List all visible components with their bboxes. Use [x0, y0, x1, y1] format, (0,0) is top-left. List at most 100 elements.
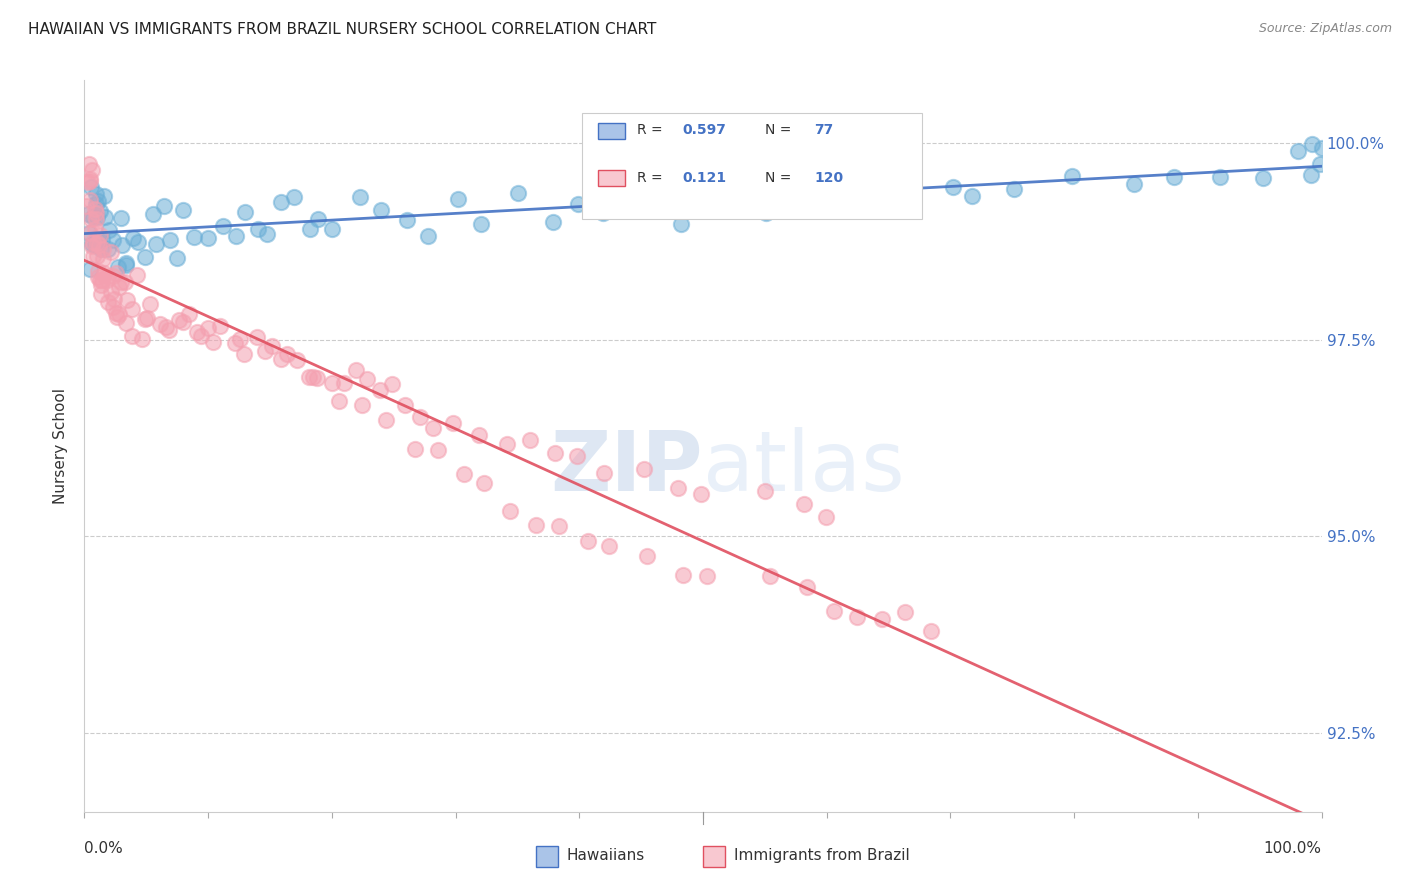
Point: [307, 371, 329, 385]
Point: [1002, 182, 1025, 196]
Point: [333, 376, 356, 391]
Point: [270, 195, 292, 210]
Point: [76, 207, 98, 221]
Point: [142, 207, 165, 221]
Point: [115, 293, 138, 308]
Point: [79, 262, 101, 277]
Point: [84, 211, 107, 226]
Point: [82, 211, 104, 225]
Point: [90, 243, 112, 257]
Point: [942, 180, 965, 194]
Point: [672, 567, 695, 582]
Bar: [536, 847, 558, 867]
Point: [496, 437, 519, 451]
Point: [197, 230, 219, 244]
Point: [224, 335, 246, 350]
Point: [87, 233, 110, 247]
Point: [636, 549, 658, 563]
Point: [823, 604, 845, 618]
Point: [79, 193, 101, 207]
Text: R =: R =: [637, 170, 672, 185]
Point: [80, 211, 103, 226]
Point: [879, 201, 901, 215]
Point: [592, 206, 614, 220]
Point: [111, 238, 134, 252]
Point: [121, 301, 143, 316]
Point: [97, 268, 120, 283]
Point: [197, 320, 219, 334]
Point: [127, 235, 149, 249]
Point: [114, 275, 136, 289]
Point: [107, 260, 129, 275]
Point: [796, 580, 818, 594]
Point: [283, 189, 305, 203]
Point: [208, 318, 231, 333]
Point: [1208, 170, 1230, 185]
Point: [870, 612, 893, 626]
Point: [121, 231, 143, 245]
Point: [1301, 137, 1323, 152]
Point: [101, 300, 124, 314]
Point: [468, 427, 491, 442]
Point: [103, 292, 125, 306]
Point: [114, 258, 136, 272]
Point: [394, 398, 416, 412]
Point: [470, 218, 492, 232]
Point: [920, 624, 942, 638]
Point: [349, 189, 371, 203]
Point: [108, 307, 131, 321]
Point: [328, 394, 350, 409]
Point: [368, 383, 391, 397]
Point: [105, 310, 128, 325]
Point: [666, 481, 689, 495]
Text: N =: N =: [765, 170, 792, 185]
Point: [77, 157, 100, 171]
Point: [416, 229, 439, 244]
Point: [80, 179, 103, 194]
Text: Hawaiians: Hawaiians: [567, 848, 645, 863]
Point: [254, 343, 277, 358]
Point: [149, 317, 172, 331]
Point: [1163, 169, 1185, 184]
Point: [155, 320, 177, 334]
Point: [893, 606, 915, 620]
Point: [285, 353, 308, 368]
Point: [90, 286, 112, 301]
Point: [135, 311, 157, 326]
Point: [134, 312, 156, 326]
Point: [441, 416, 464, 430]
Point: [1062, 169, 1084, 183]
Point: [159, 233, 181, 247]
Point: [139, 296, 162, 310]
Point: [543, 215, 565, 229]
Point: [101, 233, 124, 247]
Bar: [598, 170, 626, 186]
Point: [307, 211, 329, 226]
Bar: [703, 847, 725, 867]
Point: [270, 352, 292, 367]
Point: [356, 372, 378, 386]
Point: [256, 227, 278, 241]
Point: [302, 370, 325, 384]
Point: [86, 206, 108, 220]
Point: [110, 276, 132, 290]
Point: [262, 339, 284, 353]
Point: [246, 330, 269, 344]
Point: [86, 235, 108, 250]
Point: [370, 203, 392, 218]
Point: [631, 179, 654, 194]
Point: [87, 263, 110, 277]
Point: [1309, 157, 1331, 171]
Point: [91, 242, 114, 256]
Point: [91, 272, 114, 286]
Point: [103, 268, 125, 283]
Point: [381, 377, 404, 392]
Text: 0.0%: 0.0%: [84, 841, 124, 856]
Point: [125, 268, 148, 282]
Text: HAWAIIAN VS IMMIGRANTS FROM BRAZIL NURSERY SCHOOL CORRELATION CHART: HAWAIIAN VS IMMIGRANTS FROM BRAZIL NURSE…: [28, 22, 657, 37]
Point: [409, 409, 432, 424]
Bar: [598, 123, 626, 139]
Point: [375, 413, 398, 427]
Point: [960, 189, 983, 203]
Point: [453, 467, 475, 482]
